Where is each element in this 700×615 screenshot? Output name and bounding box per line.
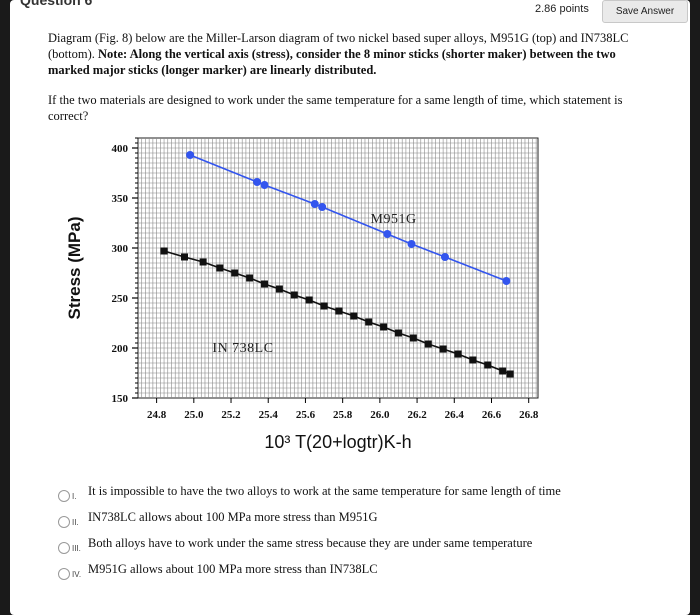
option-2-number: II. bbox=[72, 518, 79, 527]
data-point bbox=[469, 356, 477, 364]
option-4-number: IV. bbox=[72, 570, 82, 579]
x-tick-label: 25.6 bbox=[296, 409, 316, 421]
series-label-m951g: M951G bbox=[371, 212, 417, 227]
data-point bbox=[383, 230, 392, 238]
series-2 bbox=[160, 247, 514, 378]
data-point bbox=[502, 277, 511, 285]
option-2-radio[interactable] bbox=[58, 516, 70, 528]
data-point bbox=[290, 291, 298, 299]
data-point bbox=[216, 264, 224, 272]
y-tick-label: 350 bbox=[112, 193, 129, 205]
points-label: 2.86 points bbox=[535, 3, 589, 15]
option-3-number: III. bbox=[72, 544, 81, 553]
data-point bbox=[318, 203, 327, 211]
data-point bbox=[186, 151, 195, 159]
data-point bbox=[261, 280, 269, 288]
data-point bbox=[246, 274, 254, 282]
data-point bbox=[440, 253, 449, 261]
option-1-text: It is impossible to have the two alloys … bbox=[88, 484, 561, 498]
y-tick-label: 400 bbox=[112, 143, 129, 155]
data-point bbox=[335, 307, 343, 315]
data-point bbox=[260, 181, 269, 189]
series-label-in738lc: IN 738LC bbox=[212, 341, 273, 356]
x-tick-label: 26.8 bbox=[519, 409, 539, 421]
y-tick-label: 150 bbox=[112, 393, 129, 405]
x-tick-label: 26.4 bbox=[445, 409, 465, 421]
data-point bbox=[454, 350, 462, 358]
data-point bbox=[409, 334, 417, 342]
y-tick-label: 200 bbox=[112, 343, 129, 355]
data-point bbox=[499, 367, 507, 375]
x-tick-label: 26.2 bbox=[407, 409, 427, 421]
grid-lines bbox=[138, 138, 538, 398]
option-3-text: Both alloys have to work under the same … bbox=[88, 536, 533, 550]
data-point bbox=[253, 178, 262, 186]
question-panel: Question 6 2.86 points Save Answer Diagr… bbox=[10, 0, 690, 615]
data-point bbox=[160, 247, 168, 255]
intro-note: Note: Along the vertical axis (stress), … bbox=[48, 47, 616, 77]
data-point bbox=[350, 312, 358, 320]
question-intro: Diagram (Fig. 8) below are the Miller-La… bbox=[48, 30, 658, 78]
option-4-radio[interactable] bbox=[58, 568, 70, 580]
data-point bbox=[305, 296, 313, 304]
x-axis-label: 10³ T(20+logtr)K-h bbox=[264, 432, 411, 452]
data-point bbox=[380, 323, 388, 331]
option-1-number: I. bbox=[72, 492, 77, 501]
option-2[interactable]: II. IN738LC allows about 100 MPa more st… bbox=[58, 508, 678, 534]
data-point bbox=[199, 258, 207, 266]
y-tick-label: 250 bbox=[112, 293, 129, 305]
x-tick-label: 26.6 bbox=[482, 409, 502, 421]
option-4-text: M951G allows about 100 MPa more stress t… bbox=[88, 562, 378, 576]
question-label: Question 6 bbox=[20, 0, 93, 8]
miller-larson-chart: 150 200 250 300 350 400 24.8 25.0 25.2 25.4 25.6 25… bbox=[65, 137, 539, 452]
option-1[interactable]: I. It is impossible to have the two allo… bbox=[58, 482, 678, 508]
x-tick-label: 25.4 bbox=[259, 409, 279, 421]
series-1 bbox=[186, 151, 511, 285]
question-header: Question 6 2.86 points Save Answer bbox=[10, 0, 690, 23]
data-point bbox=[484, 361, 492, 369]
data-point bbox=[394, 329, 402, 337]
data-point bbox=[407, 240, 416, 248]
data-point bbox=[275, 285, 283, 293]
save-answer-button[interactable]: Save Answer bbox=[602, 0, 688, 23]
option-3-radio[interactable] bbox=[58, 542, 70, 554]
option-1-radio[interactable] bbox=[58, 490, 70, 502]
option-2-text: IN738LC allows about 100 MPa more stress… bbox=[88, 510, 378, 524]
option-4[interactable]: IV. M951G allows about 100 MPa more stre… bbox=[58, 560, 678, 586]
intro-text: Diagram (Fig. 8) below are the Miller-La… bbox=[48, 31, 629, 61]
question-text: If the two materials are designed to wor… bbox=[48, 93, 623, 123]
x-tick-label: 25.0 bbox=[184, 409, 204, 421]
data-point bbox=[231, 269, 239, 277]
data-point bbox=[181, 253, 189, 261]
data-point bbox=[424, 340, 432, 348]
y-tick-label: 300 bbox=[112, 243, 129, 255]
x-tick-label: 25.2 bbox=[221, 409, 241, 421]
x-tick-label: 25.8 bbox=[333, 409, 353, 421]
x-tick-label: 24.8 bbox=[147, 409, 167, 421]
option-3[interactable]: III. Both alloys have to work under the … bbox=[58, 534, 678, 560]
data-point bbox=[506, 370, 514, 378]
data-point bbox=[365, 318, 373, 326]
y-axis-label: Stress (MPa) bbox=[65, 217, 84, 320]
data-point bbox=[439, 345, 447, 353]
answer-options: I. It is impossible to have the two allo… bbox=[58, 482, 678, 586]
data-point bbox=[320, 302, 328, 310]
x-tick-label: 26.0 bbox=[370, 409, 390, 421]
data-point bbox=[310, 200, 319, 208]
